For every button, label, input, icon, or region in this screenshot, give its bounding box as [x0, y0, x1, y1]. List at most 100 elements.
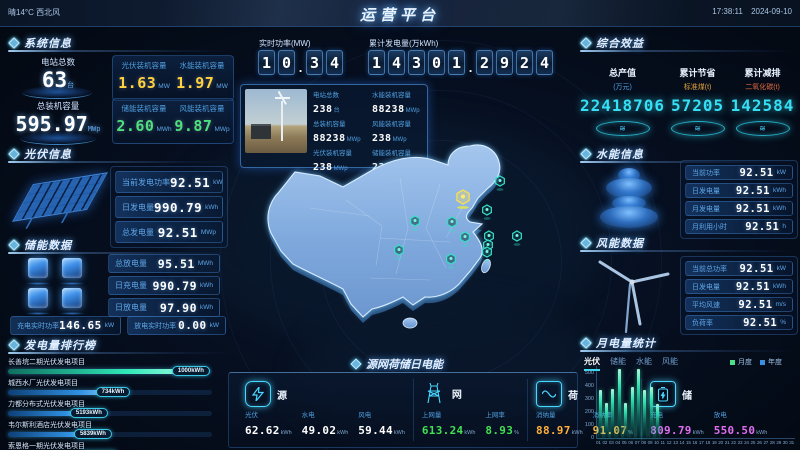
group-name: 网 — [451, 389, 462, 401]
stat-unit: kWh — [200, 304, 213, 311]
stat-value: 8.93% — [485, 424, 520, 437]
stat-unit: kW — [104, 322, 115, 329]
x-tick-label: 08 — [641, 440, 646, 445]
map-marker[interactable] — [495, 175, 505, 191]
kpi-label-power: 实时功率(MW) — [259, 39, 311, 48]
stat-value: 809.79kWh — [650, 424, 704, 437]
section-pv-info: 光伏信息 — [8, 147, 72, 161]
sgls-stat: 放电 550.50kWh — [714, 409, 768, 439]
kpi-digit: 2 — [476, 50, 493, 75]
benefit-stat: 累计减排 二氧化碳(t) 142584 ≋ — [730, 66, 795, 136]
map-marker[interactable] — [447, 216, 457, 232]
group-name: 储 — [682, 390, 693, 402]
chart-y-axis: 0 100 200 300 400 500 — [578, 366, 594, 441]
battery-cube-icon — [59, 258, 85, 285]
load-wave-icon — [536, 381, 563, 407]
capacity-box-2: 储能装机容量 2.60 MWh 风能装机容量 9.87 MWp — [112, 98, 234, 144]
stat-value: 990.79 — [152, 278, 197, 293]
map-marker[interactable] — [446, 253, 456, 269]
project-name: 城西水厂光伏发电项目 — [8, 380, 78, 387]
capacity-stat: 水能装机容量 1.97 MW — [173, 60, 231, 96]
stat-row: 充电实时功率 146.65 kW — [10, 316, 122, 335]
section-icon — [580, 148, 592, 160]
stat-value: 92.51 — [735, 184, 770, 197]
kpi-digit: 1 — [258, 50, 275, 75]
stat-value: 550.50kWh — [713, 424, 768, 437]
section-underline — [580, 250, 794, 252]
stat-row: 日发电量 92.51 kWh — [685, 183, 793, 198]
section-benefits: 综合效益 — [580, 36, 644, 50]
map-marker-highlighted[interactable] — [456, 189, 470, 209]
x-tick-label: 16 — [692, 440, 698, 445]
total-capacity-block: 总装机容量 595.97MWp — [6, 100, 110, 136]
tab[interactable]: 光伏 — [584, 356, 600, 371]
project-name: 索恩格一期光伏发电项目 — [8, 443, 85, 450]
tab[interactable]: 风能 — [662, 357, 678, 366]
ranking-bar-fill: 5193kWh — [8, 408, 108, 418]
sgls-panel: 源 光伏 62.62kWh 水电 49.02kWh 风电 — [228, 372, 767, 448]
y-tick-label: 200 — [584, 408, 594, 415]
map-marker[interactable] — [410, 215, 420, 231]
chart-bar — [624, 402, 628, 438]
section-title: 水能信息 — [596, 149, 644, 161]
page-title: 运营平台 — [359, 7, 440, 24]
tab[interactable]: 水能 — [636, 357, 652, 366]
stat-label: 平均风速 — [692, 301, 720, 309]
stat-label: 月利用小时 — [692, 223, 727, 231]
section-title: 储能数据 — [24, 240, 72, 252]
y-tick-label: 100 — [584, 421, 594, 428]
stat-label: 电站总数 — [313, 92, 339, 99]
stat-value: 613.24kWh — [421, 424, 476, 437]
section-title: 系统信息 — [24, 38, 72, 50]
stat-unit: kWh — [200, 282, 213, 289]
stat-row: 当前功率 92.51 kW — [685, 165, 793, 180]
y-tick-label: 500 — [584, 369, 594, 376]
stat-value: 92.51 — [739, 262, 774, 275]
station-stat: 水能装机容量 88238MWp — [372, 89, 423, 117]
stat-label: 日放电量 — [115, 303, 147, 312]
legend-label: 年度 — [768, 359, 782, 366]
stat-value: 146.65 — [59, 319, 102, 332]
capacity-stat: 风能装机容量 9.87 MWp — [173, 103, 231, 139]
section-underline — [580, 350, 794, 352]
legend-swatch — [730, 359, 735, 365]
kpi-digit: 2 — [516, 50, 533, 75]
chart-x-axis: 01 02 03 04 05 06 07 08 09 10 11 12 13 14 15 16 17 18 19 20… — [596, 440, 794, 445]
legend-swatch — [760, 359, 765, 365]
map-marker[interactable] — [394, 244, 404, 260]
sgls-stat: 消纳量 88.97kWh — [536, 409, 583, 439]
map-marker[interactable] — [482, 204, 492, 220]
hydro-rows: 当前功率 92.51 kW 日发电量 92.51 kWh 月发电量 92.51 … — [680, 160, 798, 239]
wind-rows: 当前总功率 92.51 kW 日发电量 92.51 kWh 平均风速 92.51… — [680, 256, 798, 335]
stat-value: 2.60 MWh — [116, 117, 172, 135]
stat-label: 日发电量 — [692, 283, 720, 291]
map-marker[interactable] — [512, 230, 522, 246]
stat-label: 总装机容量 — [313, 121, 346, 128]
sgls-stat: 风电 59.44kWh — [358, 409, 405, 439]
stat-label: 总装机容量 — [36, 101, 80, 111]
capacity-box-1: 光伏装机容量 1.63 MW 水能装机容量 1.97 MW — [112, 55, 234, 101]
chart-bar — [630, 386, 634, 438]
section-title: 风能数据 — [596, 238, 644, 250]
ranking-bar-track: 5193kWh — [8, 408, 212, 418]
sgls-group-source: 源 光伏 62.62kWh 水电 49.02kWh 风电 — [237, 379, 413, 441]
stat-row: 日发电量 990.79 kWh — [115, 196, 223, 218]
project-name: 力都分布式光伏发电项目 — [8, 401, 85, 408]
stat-label: 当前功率 — [692, 169, 720, 177]
stat-label: 日发电量 — [692, 187, 720, 195]
storage-power-row: 充电实时功率 146.65 kW 放电实时功率 0.00 kW — [10, 316, 226, 335]
stat-label: 充电实时功率 — [17, 322, 59, 330]
tab[interactable]: 储能 — [610, 357, 626, 366]
map-marker[interactable] — [460, 231, 470, 247]
x-tick-label: 13 — [673, 440, 678, 445]
stat-value: 92.51 — [170, 174, 211, 190]
kpi-digit: 0 — [428, 50, 445, 75]
map-marker[interactable] — [482, 246, 492, 262]
stat-value: 92.51 — [745, 220, 780, 233]
chart-bar — [605, 402, 609, 438]
x-tick-label: 20 — [718, 440, 723, 445]
x-tick-label: 18 — [705, 440, 711, 445]
x-tick-label: 09 — [647, 440, 653, 445]
kpi-digit: 4 — [326, 50, 343, 75]
stat-label: 消纳率 — [592, 412, 613, 419]
